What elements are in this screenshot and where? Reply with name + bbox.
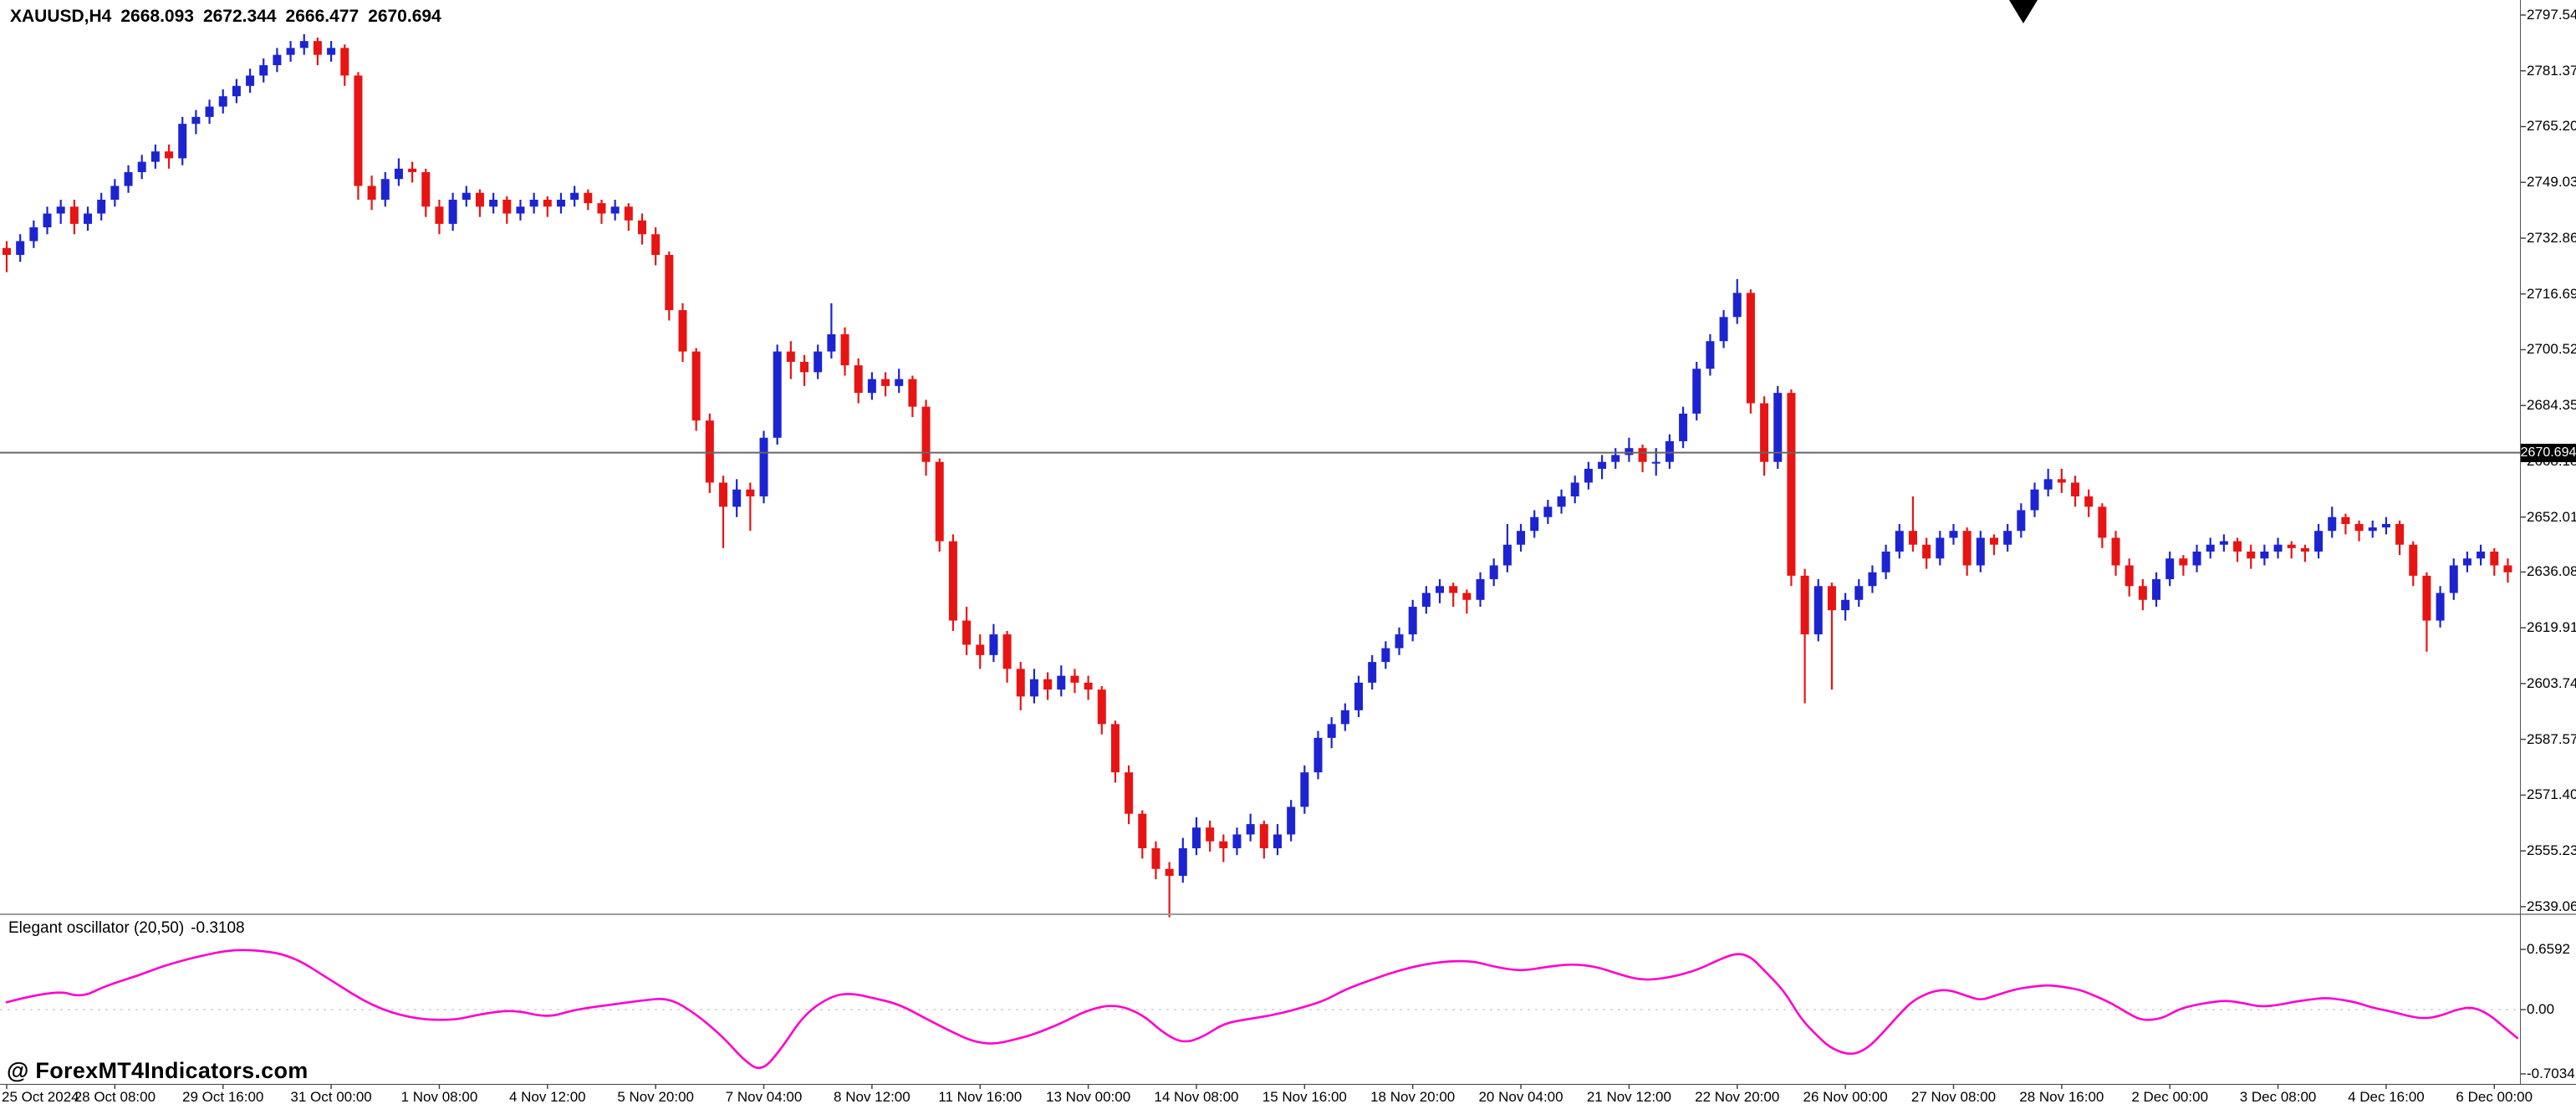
time-tick-label: 20 Nov 04:00 — [1478, 1089, 1563, 1105]
time-tick-label: 21 Nov 12:00 — [1586, 1089, 1671, 1105]
time-tick-label: 28 Oct 08:00 — [74, 1089, 156, 1105]
axis-vertical-separator — [2520, 0, 2521, 1084]
time-tick-label: 3 Dec 08:00 — [2239, 1089, 2317, 1105]
price-tick-label: 2716.690 — [2527, 285, 2576, 302]
indicator-tick-label: 0.00 — [2527, 1001, 2555, 1018]
time-tick-label: 2 Dec 00:00 — [2131, 1089, 2209, 1105]
time-tick-label: 29 Oct 16:00 — [182, 1089, 264, 1105]
panel-separator[interactable] — [0, 913, 2576, 915]
time-tick-label: 11 Nov 16:00 — [938, 1089, 1023, 1105]
price-tick-label: 2700.520 — [2527, 341, 2576, 358]
price-tick-label: 2603.745 — [2527, 674, 2576, 691]
time-tick-label: 5 Nov 20:00 — [617, 1089, 694, 1105]
time-tick-label: 13 Nov 00:00 — [1046, 1089, 1131, 1105]
ohlc-low: 2666.477 — [285, 7, 360, 26]
time-tick-label: 8 Nov 12:00 — [834, 1089, 911, 1105]
time-tick-label: 14 Nov 08:00 — [1154, 1089, 1239, 1105]
price-tick-label: 2781.370 — [2527, 62, 2576, 79]
time-tick-label: 7 Nov 04:00 — [725, 1089, 803, 1105]
ohlc-high: 2672.344 — [202, 7, 277, 26]
time-tick-label: 22 Nov 20:00 — [1695, 1089, 1780, 1105]
chart-title: XAUUSD,H4 2668.093 2672.344 2666.477 267… — [10, 7, 441, 27]
time-tick-label: 4 Dec 16:00 — [2348, 1089, 2425, 1105]
ohlc-open: 2668.093 — [120, 7, 194, 26]
watermark: @ ForexMT4Indicators.com — [7, 1058, 309, 1083]
price-tick-label: 2732.860 — [2527, 229, 2576, 246]
indicator-label: Elegant oscillator (20,50) -0.3108 — [8, 919, 245, 938]
price-tick-label: 2652.010 — [2527, 508, 2576, 525]
price-tick-label: 2555.235 — [2527, 842, 2576, 859]
symbol-timeframe: XAUUSD,H4 — [10, 7, 112, 26]
price-tick-label: 2684.350 — [2527, 397, 2576, 414]
oscillator-line — [5, 949, 2519, 1070]
price-tick-label: 2619.915 — [2527, 619, 2576, 636]
time-tick-label: 26 Nov 00:00 — [1803, 1089, 1888, 1105]
time-tick-label: 1 Nov 08:00 — [400, 1089, 478, 1105]
time-tick-label: 18 Nov 20:00 — [1370, 1089, 1456, 1105]
time-tick-label: 28 Nov 16:00 — [2019, 1089, 2104, 1105]
time-axis-separator — [0, 1084, 2576, 1085]
ohlc-close: 2670.694 — [368, 7, 441, 26]
current-price-tag: 2670.694 — [2520, 443, 2576, 462]
time-tick-label: 27 Nov 08:00 — [1910, 1089, 1997, 1105]
time-tick-label: 6 Dec 00:00 — [2456, 1089, 2533, 1105]
indicator-value: -0.3108 — [191, 919, 245, 937]
indicator-tick-label: 0.6592 — [2527, 941, 2570, 957]
price-tick-label: 2571.405 — [2527, 786, 2576, 803]
price-tick-label: 2539.065 — [2527, 898, 2576, 914]
time-tick-label: 31 Oct 00:00 — [290, 1089, 372, 1105]
price-tick-label: 2636.085 — [2527, 563, 2576, 580]
time-tick-label: 15 Nov 16:00 — [1262, 1089, 1347, 1105]
mouse-cursor — [2009, 0, 2038, 23]
price-tick-label: 2797.540 — [2527, 6, 2576, 23]
time-tick-label: 25 Oct 2024 — [2, 1089, 79, 1105]
price-tick-label: 2749.030 — [2527, 174, 2576, 191]
indicator-name: Elegant oscillator (20,50) — [8, 919, 185, 937]
price-tick-label: 2587.575 — [2527, 730, 2576, 747]
candlesticks — [3, 33, 2512, 918]
current-price-value: 2670.694 — [2520, 445, 2576, 460]
price-tick-label: 2765.200 — [2527, 118, 2576, 135]
indicator-tick-label: -0.7034 — [2527, 1065, 2575, 1081]
time-tick-label: 4 Nov 12:00 — [508, 1089, 586, 1105]
